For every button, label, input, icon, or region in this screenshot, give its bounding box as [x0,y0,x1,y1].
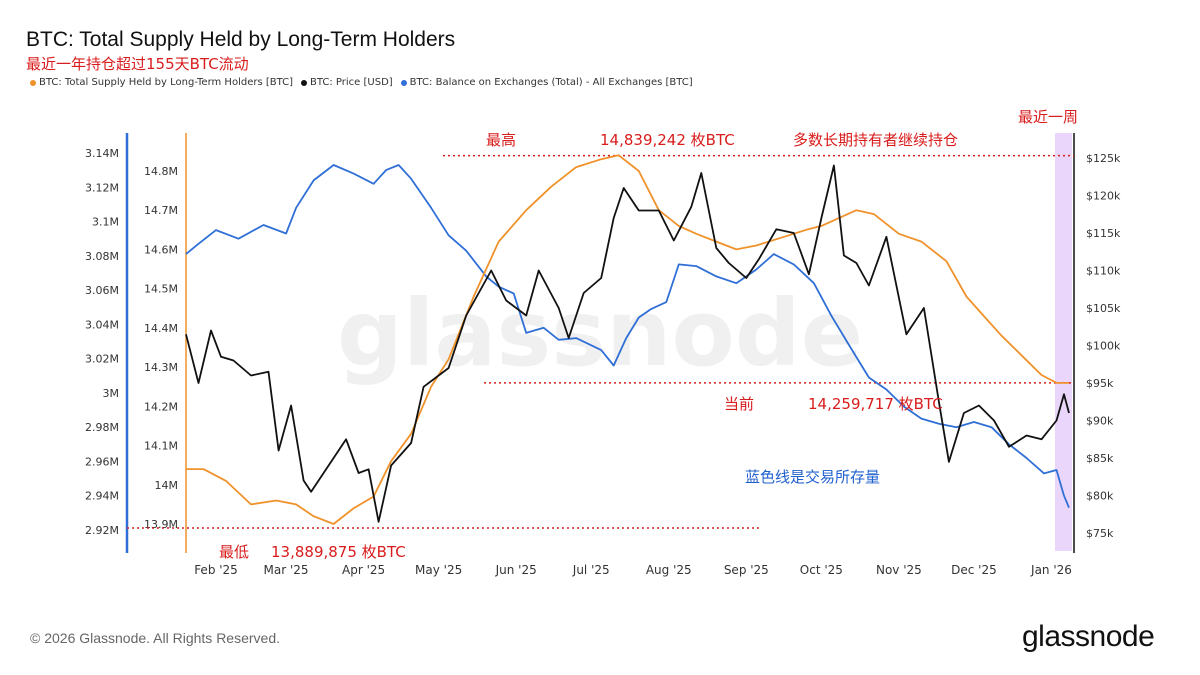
x-axis-ticks: Feb '25 Mar '25 Apr '25 May '25 Jun '25 Jul '… [194,563,1072,577]
x-tick-label: Jul '25 [572,563,610,577]
x-tick-label: May '25 [415,563,462,577]
series-layer [185,154,1070,525]
exchange-tick-label: 3.1M [92,216,119,229]
annotation-min-value: 13,889,875 枚BTC [271,543,406,561]
price-tick-label: $85k [1086,452,1114,465]
lth-tick-label: 14.8M [144,165,178,178]
price-tick-label: $115k [1086,227,1121,240]
exchange-tick-label: 3M [103,387,120,400]
glassnode-logo[interactable]: glassnode [1022,620,1155,653]
chart-title: BTC: Total Supply Held by Long-Term Hold… [26,28,456,51]
exchange-tick-label: 2.98M [85,421,119,434]
price-axis-ticks: $125k $120k $115k $110k $105k $100k $95k $90k $8… [1086,152,1121,540]
exchange-tick-label: 2.94M [85,490,119,503]
legend-dot-price [301,79,308,86]
exchange-tick-label: 2.96M [85,455,119,468]
x-tick-label: Dec '25 [951,563,997,577]
exchange-axis-ticks: 3.14M 3.12M 3.1M 3.08M 3.06M 3.04M 3.02M 3M 2.98… [85,147,119,537]
price-tick-label: $95k [1086,377,1114,390]
legend-label-exchange: BTC: Balance on Exchanges (Total) - All … [409,77,693,88]
price-tick-label: $75k [1086,527,1114,540]
legend-item-lth[interactable]: BTC: Total Supply Held by Long-Term Hold… [30,77,293,88]
annotation-current-label: 当前 [724,395,754,413]
series-line-exchange[interactable] [185,164,1070,509]
exchange-tick-label: 2.92M [85,524,119,537]
lth-tick-label: 13.9M [144,518,178,531]
exchange-tick-label: 3.12M [85,181,119,194]
legend-label-price: BTC: Price [USD] [310,77,393,88]
annotation-current-value: 14,259,717 枚BTC [808,395,943,413]
price-tick-label: $120k [1086,190,1121,203]
x-tick-label: Jun '25 [495,563,537,577]
x-tick-label: Mar '25 [264,563,309,577]
annotation-min-label: 最低 [219,543,249,561]
watermark: glassnode [337,280,863,387]
x-tick-label: Apr '25 [342,563,385,577]
price-tick-label: $90k [1086,415,1114,428]
lth-tick-label: 14.1M [144,440,178,453]
chart-subtitle: 最近一年持仓超过155天BTC流动 [26,55,249,73]
lth-tick-label: 14.4M [144,322,178,335]
exchange-tick-label: 3.14M [85,147,119,160]
exchange-tick-label: 3.08M [85,250,119,263]
annotation-holders-note: 多数长期持有者继续持仓 [793,131,958,149]
series-line-price[interactable] [185,164,1070,523]
legend-label-lth: BTC: Total Supply Held by Long-Term Hold… [39,77,294,88]
lth-tick-label: 14.6M [144,243,178,256]
exchange-tick-label: 3.04M [85,318,119,331]
x-tick-label: Nov '25 [876,563,922,577]
x-tick-label: Sep '25 [724,563,769,577]
reference-lines [127,154,1074,529]
annotation-recent-week: 最近一周 [1018,108,1078,126]
recent-week-highlight [1055,133,1072,551]
annotation-exchange-note: 蓝色线是交易所存量 [745,468,880,486]
x-tick-label: Jan '26 [1030,563,1072,577]
annotation-max-value: 14,839,242 枚BTC [600,131,735,149]
legend-item-price[interactable]: BTC: Price [USD] [301,77,393,88]
annotation-max-label: 最高 [486,131,516,149]
legend-item-exchange[interactable]: BTC: Balance on Exchanges (Total) - All … [400,77,693,88]
lth-tick-label: 14.3M [144,361,178,374]
price-tick-label: $80k [1086,490,1114,503]
exchange-tick-label: 3.02M [85,353,119,366]
legend: BTC: Total Supply Held by Long-Term Hold… [30,77,693,88]
series-line-lth[interactable] [186,154,1070,525]
legend-dot-exchange [400,79,407,86]
x-tick-label: Feb '25 [194,563,238,577]
lth-tick-label: 14M [155,479,179,492]
lth-tick-label: 14.5M [144,283,178,296]
exchange-tick-label: 3.06M [85,284,119,297]
x-tick-label: Aug '25 [646,563,692,577]
price-tick-label: $100k [1086,340,1121,353]
x-tick-label: Oct '25 [800,563,843,577]
lth-tick-label: 14.2M [144,400,178,413]
footer-copyright: © 2026 Glassnode. All Rights Reserved. [30,630,281,646]
price-tick-label: $105k [1086,302,1121,315]
legend-dot-lth [30,79,36,86]
lth-tick-label: 14.7M [144,204,178,217]
price-tick-label: $110k [1086,265,1121,278]
lth-axis-ticks: 14.8M 14.7M 14.6M 14.5M 14.4M 14.3M 14.2M 14.1M… [144,165,178,531]
price-tick-label: $125k [1086,152,1121,165]
